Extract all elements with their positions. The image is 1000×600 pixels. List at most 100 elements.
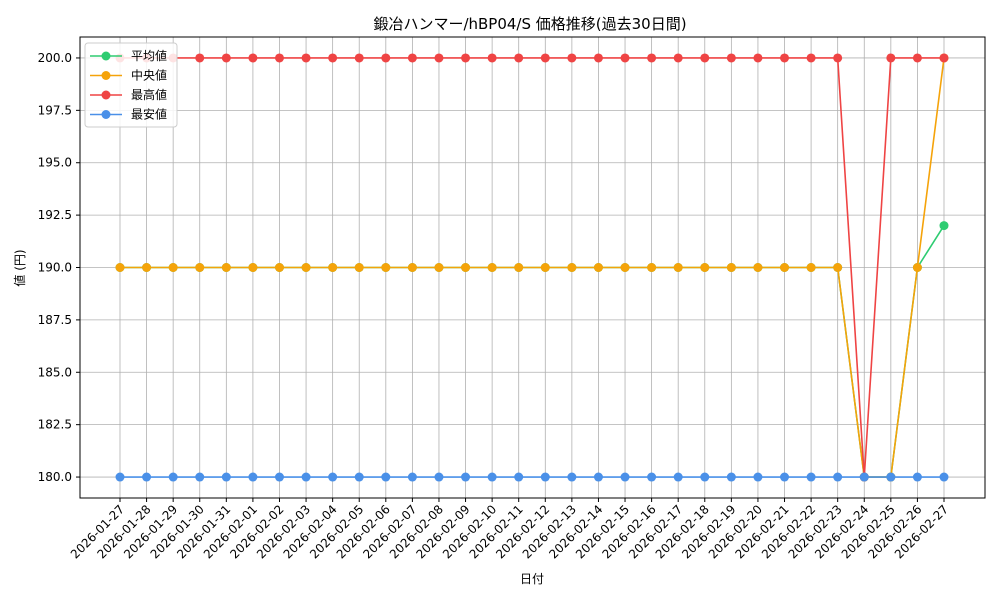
data-point	[514, 53, 524, 63]
data-point	[726, 472, 736, 482]
data-point	[780, 472, 790, 482]
data-point	[407, 53, 417, 63]
x-axis-ticks: 2026-01-272026-01-282026-01-292026-01-30…	[68, 498, 951, 561]
data-point	[540, 263, 550, 272]
data-point	[328, 53, 338, 63]
data-point	[354, 472, 364, 482]
data-point	[700, 263, 710, 272]
data-point	[620, 53, 630, 63]
data-point	[115, 263, 125, 272]
data-point	[168, 263, 178, 272]
data-point	[780, 53, 790, 63]
data-point	[673, 53, 683, 63]
data-point	[886, 472, 896, 482]
data-point	[673, 472, 683, 482]
data-point	[274, 263, 284, 272]
legend-swatch-marker	[101, 51, 111, 61]
data-point	[647, 53, 657, 63]
data-point	[461, 263, 471, 272]
data-point	[142, 472, 152, 482]
data-point	[274, 472, 284, 482]
data-point	[753, 53, 763, 63]
data-point	[806, 263, 816, 272]
data-point	[221, 263, 231, 272]
chart-title: 鍛冶ハンマー/hBP04/S 価格推移(過去30日間)	[373, 15, 686, 33]
data-point	[328, 263, 338, 272]
y-tick-label: 185.0	[38, 365, 72, 379]
data-point	[912, 53, 922, 63]
data-point	[912, 472, 922, 482]
data-point	[487, 472, 497, 482]
legend-box	[84, 42, 178, 128]
series-line-0	[120, 225, 945, 478]
data-point	[567, 472, 577, 482]
data-point	[806, 53, 816, 63]
data-point	[168, 472, 178, 482]
data-point	[115, 472, 125, 482]
legend-swatch-marker	[101, 90, 111, 100]
data-point	[726, 53, 736, 63]
data-point	[833, 472, 843, 482]
data-point	[593, 263, 603, 272]
data-point	[647, 263, 657, 272]
data-point	[248, 53, 258, 63]
data-point	[354, 53, 364, 63]
data-point	[780, 263, 790, 272]
data-point	[274, 53, 284, 63]
data-point	[248, 263, 258, 272]
data-point	[301, 53, 311, 63]
data-point	[673, 263, 683, 272]
legend-label: 中央値	[131, 68, 167, 83]
data-point	[195, 53, 205, 63]
data-point	[248, 472, 258, 482]
data-point	[833, 263, 843, 272]
legend-label: 平均値	[131, 48, 167, 63]
data-point	[461, 472, 471, 482]
legend-swatch-marker	[101, 71, 111, 80]
y-axis-ticks: 180.0 182.5 185.0 187.5 190.0 192.5 195.0 197.5…	[38, 51, 80, 484]
data-point	[939, 53, 949, 63]
data-point	[381, 263, 391, 272]
y-tick-label: 190.0	[38, 261, 72, 275]
data-point	[407, 472, 417, 482]
data-point	[939, 221, 949, 231]
y-tick-label: 195.0	[38, 156, 72, 170]
data-point	[593, 472, 603, 482]
series-line-1	[120, 57, 945, 478]
data-point	[540, 53, 550, 63]
x-axis-title: 日付	[520, 572, 544, 586]
data-point	[381, 472, 391, 482]
data-point	[700, 472, 710, 482]
data-point	[514, 472, 524, 482]
data-point	[620, 472, 630, 482]
data-point	[221, 472, 231, 482]
data-point	[647, 472, 657, 482]
data-point	[620, 263, 630, 272]
data-point	[328, 472, 338, 482]
data-point	[487, 53, 497, 63]
y-tick-label: 182.5	[38, 418, 72, 432]
data-point	[806, 472, 816, 482]
data-point	[221, 53, 231, 63]
data-point	[593, 53, 603, 63]
data-point	[434, 263, 444, 272]
legend-label: 最安値	[131, 107, 167, 122]
data-point	[487, 263, 497, 272]
y-tick-label: 197.5	[38, 103, 72, 117]
series-lines	[115, 53, 949, 482]
data-point	[833, 53, 843, 63]
data-point	[939, 472, 949, 482]
data-point	[434, 53, 444, 63]
y-tick-label: 180.0	[38, 470, 72, 484]
data-point	[195, 472, 205, 482]
data-point	[142, 263, 152, 272]
legend-swatch-marker	[101, 110, 111, 119]
data-point	[301, 263, 311, 272]
y-tick-label: 200.0	[38, 51, 72, 65]
data-point	[195, 263, 205, 272]
y-tick-label: 187.5	[38, 313, 72, 327]
y-tick-label: 192.5	[38, 208, 72, 222]
y-axis-title: 値 (円)	[12, 249, 27, 286]
